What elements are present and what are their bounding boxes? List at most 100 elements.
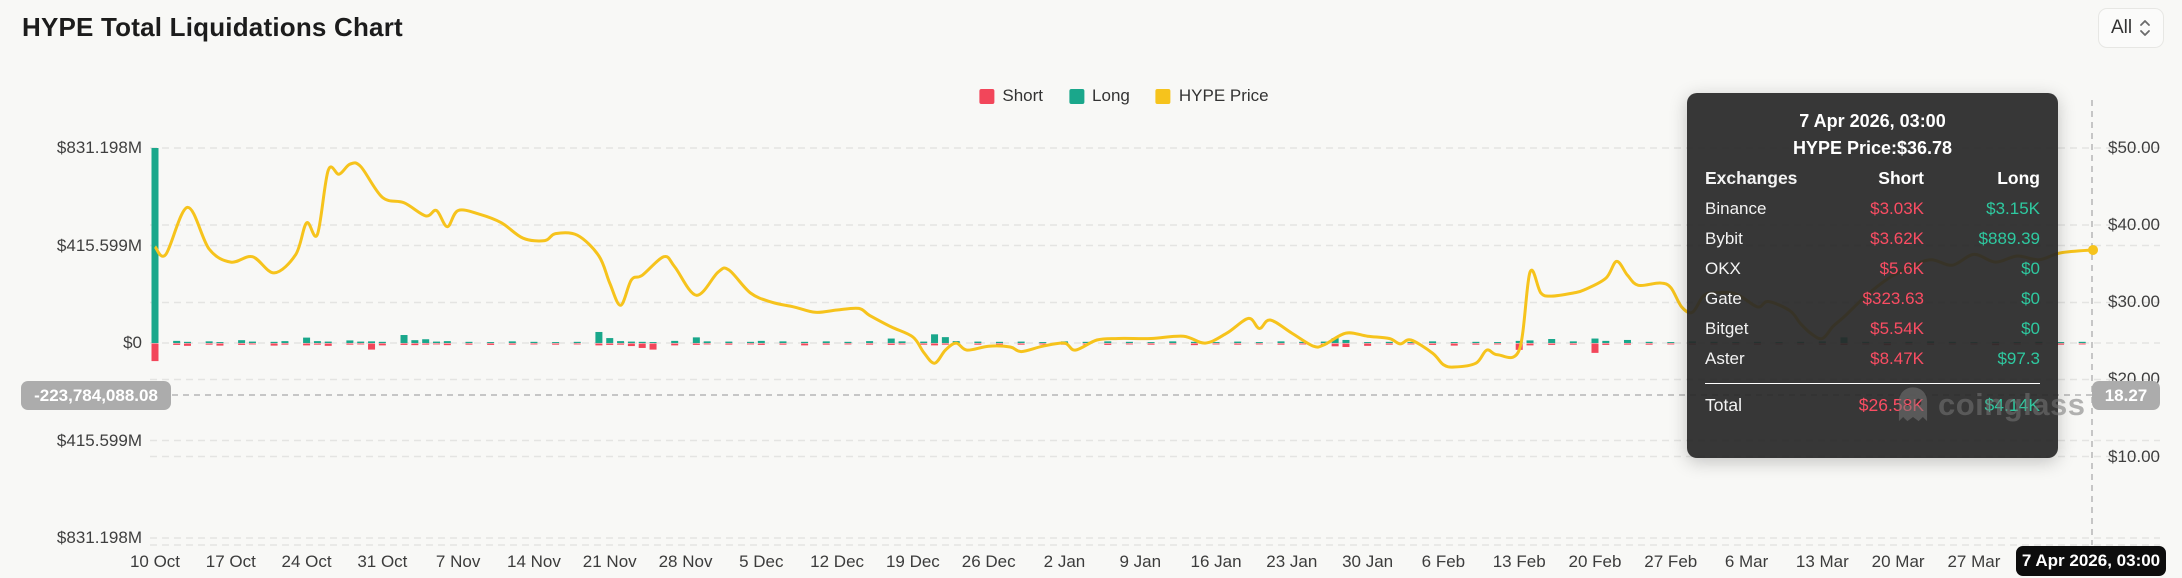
short-bar[interactable] xyxy=(1591,343,1599,353)
long-bar[interactable] xyxy=(1494,342,1502,343)
short-bar[interactable] xyxy=(552,343,560,345)
long-bar[interactable] xyxy=(324,341,332,343)
long-bar[interactable] xyxy=(779,341,787,343)
long-bar[interactable] xyxy=(1569,341,1577,343)
long-bar[interactable] xyxy=(1277,341,1285,343)
long-bar[interactable] xyxy=(1342,339,1350,343)
short-bar[interactable] xyxy=(303,343,311,346)
short-bar[interactable] xyxy=(1569,343,1577,345)
short-bar[interactable] xyxy=(1429,343,1437,345)
long-bar[interactable] xyxy=(649,342,657,343)
long-bar[interactable] xyxy=(1234,341,1242,343)
long-bar[interactable] xyxy=(1645,341,1653,343)
short-bar[interactable] xyxy=(465,343,473,345)
short-bar[interactable] xyxy=(638,343,646,348)
short-bar[interactable] xyxy=(649,343,657,350)
short-bar[interactable] xyxy=(1190,343,1198,346)
legend-item-short[interactable]: Short xyxy=(979,86,1043,106)
short-bar[interactable] xyxy=(627,343,635,347)
long-bar[interactable] xyxy=(368,341,376,343)
long-bar[interactable] xyxy=(617,341,625,343)
long-bar[interactable] xyxy=(1526,340,1534,343)
long-bar[interactable] xyxy=(1017,341,1025,343)
long-bar[interactable] xyxy=(920,341,928,343)
short-bar[interactable] xyxy=(216,343,224,346)
short-bar[interactable] xyxy=(2057,343,2065,345)
short-bar[interactable] xyxy=(1255,343,1263,345)
long-bar[interactable] xyxy=(1104,341,1112,343)
short-bar[interactable] xyxy=(1017,343,1025,345)
short-bar[interactable] xyxy=(746,343,754,345)
short-bar[interactable] xyxy=(844,343,852,345)
short-bar[interactable] xyxy=(692,343,700,345)
short-bar[interactable] xyxy=(313,343,321,345)
short-bar[interactable] xyxy=(1277,343,1285,345)
short-bar[interactable] xyxy=(281,343,289,345)
long-bar[interactable] xyxy=(411,340,419,343)
short-bar[interactable] xyxy=(1407,343,1415,345)
short-bar[interactable] xyxy=(400,343,408,345)
short-bar[interactable] xyxy=(1645,343,1653,345)
long-bar[interactable] xyxy=(822,341,830,343)
long-bar[interactable] xyxy=(313,341,321,343)
long-bar[interactable] xyxy=(703,341,711,343)
short-bar[interactable] xyxy=(996,343,1004,345)
short-bar[interactable] xyxy=(1104,343,1112,345)
long-bar[interactable] xyxy=(357,341,365,343)
long-bar[interactable] xyxy=(508,341,516,343)
long-bar[interactable] xyxy=(465,341,473,343)
long-bar[interactable] xyxy=(1385,341,1393,343)
short-bar[interactable] xyxy=(1526,343,1534,346)
long-bar[interactable] xyxy=(638,341,646,343)
short-bar[interactable] xyxy=(1385,343,1393,345)
short-bar[interactable] xyxy=(1125,343,1133,345)
long-bar[interactable] xyxy=(1039,342,1047,343)
long-bar[interactable] xyxy=(422,339,430,343)
long-bar[interactable] xyxy=(757,340,765,343)
long-bar[interactable] xyxy=(1602,340,1610,343)
long-bar[interactable] xyxy=(1169,341,1177,343)
long-bar[interactable] xyxy=(627,341,635,343)
short-bar[interactable] xyxy=(920,343,928,345)
short-bar[interactable] xyxy=(173,343,181,345)
long-bar[interactable] xyxy=(270,341,278,343)
short-bar[interactable] xyxy=(508,343,516,345)
long-bar[interactable] xyxy=(1364,342,1372,343)
short-bar[interactable] xyxy=(324,343,332,346)
short-bar[interactable] xyxy=(205,343,213,345)
short-bar[interactable] xyxy=(671,343,679,346)
long-bar[interactable] xyxy=(2078,341,2086,343)
short-bar[interactable] xyxy=(411,343,419,346)
short-bar[interactable] xyxy=(1169,343,1177,345)
short-bar[interactable] xyxy=(1548,343,1556,345)
short-bar[interactable] xyxy=(1667,343,1675,345)
short-bar[interactable] xyxy=(822,343,830,345)
long-bar[interactable] xyxy=(1515,340,1523,343)
long-bar[interactable] xyxy=(1472,341,1480,343)
short-bar[interactable] xyxy=(1450,343,1458,346)
long-bar[interactable] xyxy=(606,338,614,343)
long-bar[interactable] xyxy=(487,342,495,343)
short-bar[interactable] xyxy=(238,343,246,345)
short-bar[interactable] xyxy=(530,343,538,345)
short-bar[interactable] xyxy=(606,343,614,345)
short-bar[interactable] xyxy=(183,343,191,346)
short-bar[interactable] xyxy=(725,343,733,345)
short-bar[interactable] xyxy=(1472,343,1480,345)
long-bar[interactable] xyxy=(248,341,256,343)
long-bar[interactable] xyxy=(530,341,538,343)
long-bar[interactable] xyxy=(1331,338,1339,343)
short-bar[interactable] xyxy=(487,343,495,345)
long-bar[interactable] xyxy=(1623,339,1631,343)
long-bar[interactable] xyxy=(898,341,906,343)
short-bar[interactable] xyxy=(887,343,895,345)
short-bar[interactable] xyxy=(443,343,451,346)
short-bar[interactable] xyxy=(151,343,159,362)
long-bar[interactable] xyxy=(1212,342,1220,343)
long-bar[interactable] xyxy=(1320,341,1328,343)
long-bar[interactable] xyxy=(1450,342,1458,343)
short-bar[interactable] xyxy=(866,343,874,345)
long-bar[interactable] xyxy=(1548,339,1556,343)
short-bar[interactable] xyxy=(757,343,765,345)
long-bar[interactable] xyxy=(183,341,191,343)
